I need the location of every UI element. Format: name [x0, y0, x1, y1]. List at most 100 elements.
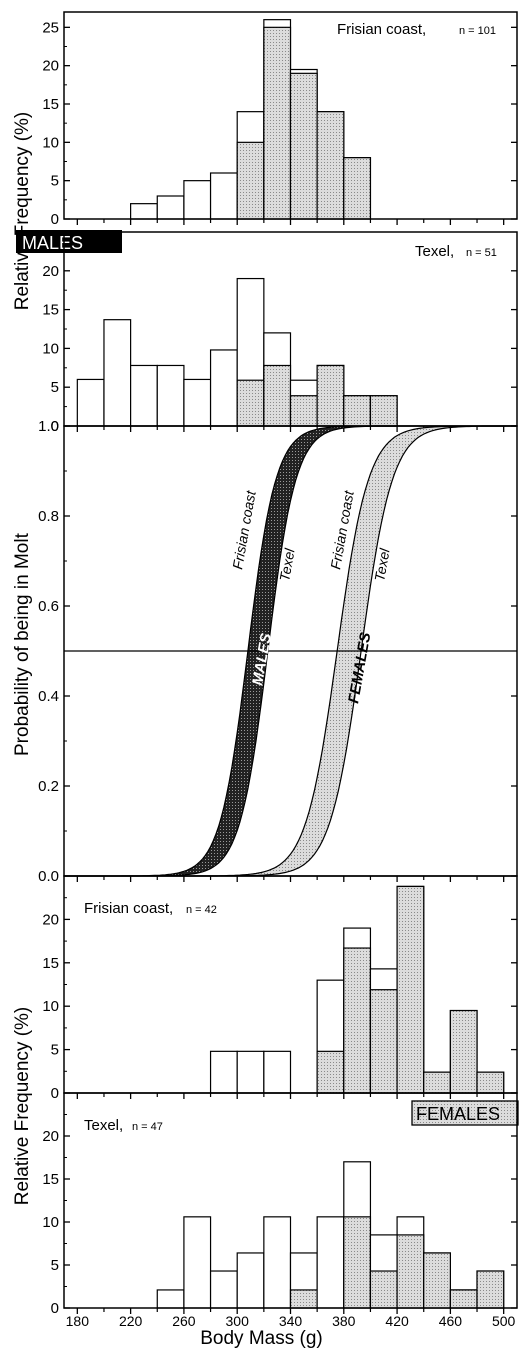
histogram-bar-total	[236, 1252, 265, 1309]
y-tick-label: 5	[51, 173, 59, 190]
y-tick-label: 20	[42, 911, 59, 928]
x-tick-label: 420	[385, 1313, 409, 1329]
histogram-bar-total	[209, 349, 238, 427]
females-badge: FEMALES	[416, 1104, 500, 1124]
males-badge-bg	[16, 230, 122, 253]
males-frisian-curve-label: Frisian coast	[229, 488, 259, 570]
x-tick-label: 500	[492, 1313, 516, 1329]
y-tick-label: 10	[42, 340, 59, 357]
panel-n: n = 47	[132, 1121, 163, 1133]
y-tick-label: 15	[42, 302, 59, 319]
y-tick-label: 20	[42, 1128, 59, 1145]
histogram-bar-total	[130, 203, 158, 220]
histogram-bar-total	[209, 1270, 238, 1309]
histogram-bar-total	[183, 378, 212, 427]
histogram-bar-total	[183, 180, 212, 220]
y-axis-label-bottom: Relative Frequency (%)	[12, 1006, 33, 1206]
histogram-bar-molting	[369, 395, 398, 427]
y-tick-label: 25	[42, 19, 59, 36]
males-frisian-panel: 0 5 10 15 20 25 Frisian coast, n = 101	[42, 19, 517, 228]
histogram-bar-molting	[449, 1289, 478, 1309]
histogram-bar-total	[183, 1216, 212, 1309]
histogram-bar-total	[103, 319, 132, 427]
females-frisian-panel: 0 5 10 15 20 Frisian coast, n = 42	[42, 885, 517, 1102]
histogram-bar-molting	[289, 395, 318, 427]
histogram-bar-molting	[396, 885, 425, 1094]
y-tick-label: 20	[42, 58, 59, 75]
histogram-bar-molting	[343, 157, 372, 220]
y-tick-label: 10	[42, 998, 59, 1015]
y-tick-label: 10	[42, 1214, 59, 1231]
panel-label: Texel,	[84, 1117, 123, 1134]
x-axis-label: Body Mass (g)	[200, 1328, 323, 1349]
x-tick-label: 180	[66, 1313, 90, 1329]
histogram-bar-molting	[423, 1252, 451, 1309]
histogram-bar-total	[130, 364, 158, 427]
y-tick-label: 0	[51, 211, 59, 228]
histogram-bar-total	[236, 1050, 265, 1094]
y-tick-label: 0.0	[38, 868, 59, 885]
histogram-bar-molting	[343, 947, 372, 1094]
histogram-bar-molting	[316, 364, 345, 427]
y-tick-label: 1.0	[38, 418, 59, 435]
females-texel-panel: 0 5 10 15 20 FEMALES Texel, n = 47 180 220 260 300 3…	[42, 1100, 519, 1329]
histogram-bar-molting	[343, 1216, 372, 1309]
histogram-bar-molting	[316, 1050, 345, 1094]
y-tick-label: 0	[51, 1300, 59, 1317]
histogram-bar-molting	[423, 1071, 451, 1094]
histogram-bar-molting	[343, 395, 372, 427]
histogram-bar-molting	[476, 1071, 505, 1094]
males-band	[64, 425, 517, 877]
males-texel-curve-label: Texel	[276, 546, 298, 582]
x-tick-label: 260	[172, 1313, 196, 1329]
panel-label: Texel,	[415, 243, 454, 260]
histogram-bar-molting	[236, 141, 265, 220]
histogram-bar-molting	[476, 1270, 505, 1309]
histogram-bar-molting	[289, 1289, 318, 1309]
y-axis-label-probability: Probability of being in Molt	[12, 533, 33, 756]
histogram-bar-total	[156, 195, 185, 220]
y-tick-label: 15	[42, 1171, 59, 1188]
histogram-bar-total	[156, 1289, 185, 1309]
histogram-bar-molting	[369, 989, 398, 1094]
panel-n: n = 51	[466, 247, 497, 259]
y-tick-label: 0	[51, 418, 59, 435]
x-tick-label: 220	[119, 1313, 143, 1329]
y-tick-label: 10	[42, 134, 59, 151]
histogram-bar-molting	[369, 1270, 398, 1309]
histogram-bar-molting	[396, 1234, 425, 1309]
histogram-bar-total	[209, 172, 238, 220]
histogram-bar-molting	[263, 364, 292, 427]
y-tick-label: 20	[42, 263, 59, 280]
y-tick-label: 0.4	[38, 688, 59, 705]
histogram-bar-molting	[289, 72, 318, 220]
x-tick-label: 340	[279, 1313, 303, 1329]
y-axis-label-top: Relative Frequency (%)	[12, 111, 33, 311]
histogram-bar-total	[209, 1050, 238, 1094]
x-tick-label: 460	[439, 1313, 463, 1329]
x-tick-label: 380	[332, 1313, 356, 1329]
y-tick-label: 5	[51, 1042, 59, 1059]
panel-label: Frisian coast,	[84, 900, 173, 917]
y-tick-label: 0.2	[38, 778, 59, 795]
histogram-bar-molting	[316, 111, 345, 220]
panel-n: n = 42	[186, 904, 217, 916]
females-badge-bg	[411, 1100, 519, 1126]
y-tick-label: 15	[42, 96, 59, 113]
histogram-bar-total	[76, 378, 105, 427]
panel-n: n = 101	[459, 25, 496, 37]
y-tick-label: 5	[51, 379, 59, 396]
histogram-bar-total	[316, 1216, 345, 1309]
panel-label: Frisian coast,	[337, 21, 426, 38]
males-badge: MALES	[22, 233, 83, 253]
histogram-bar-molting	[236, 379, 265, 427]
histogram-bar-molting	[263, 26, 292, 220]
y-tick-label: 0.6	[38, 598, 59, 615]
y-tick-label: 15	[42, 955, 59, 972]
histogram-bar-total	[156, 364, 185, 427]
males-texel-panel: 0 5 10 15 20 MALES Texel, n = 51	[16, 230, 517, 435]
y-tick-label: 0.8	[38, 508, 59, 525]
